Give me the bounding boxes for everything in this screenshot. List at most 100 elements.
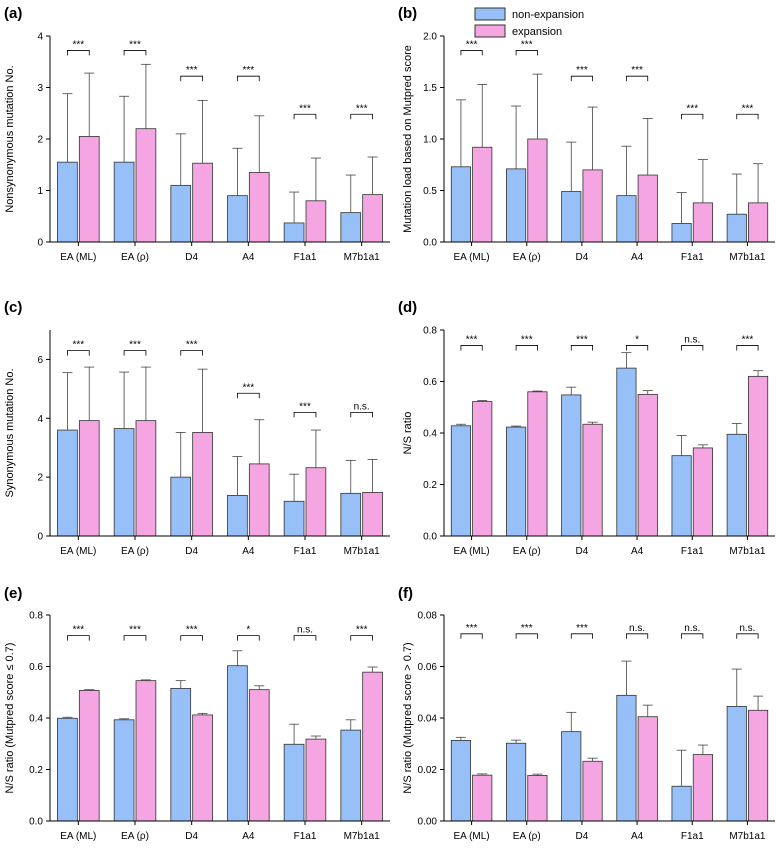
significance-label: *** (466, 623, 478, 634)
significance-bracket (293, 113, 317, 120)
y-tick-label: 0.8 (29, 611, 43, 622)
y-tick-label: 0.06 (418, 662, 438, 673)
x-tick-label: F1a1 (681, 546, 704, 557)
x-tick-label: EA (ML) (60, 831, 96, 842)
bar-non-expansion (671, 455, 692, 537)
significance-label: *** (72, 625, 84, 636)
bar-non-expansion (283, 222, 305, 243)
bar-non-expansion (170, 184, 192, 243)
y-tick-label: 3 (37, 83, 43, 94)
significance-bracket (123, 50, 147, 56)
significance-bracket (237, 392, 260, 399)
bar-expansion (748, 709, 769, 822)
bar-expansion (248, 172, 270, 243)
bar-expansion (192, 714, 213, 822)
significance-label: *** (742, 334, 754, 345)
significance-bracket (350, 113, 373, 120)
bar-non-expansion (113, 161, 135, 243)
x-tick-label: A4 (242, 546, 255, 557)
y-tick-label: 2 (37, 473, 43, 484)
y-tick-label: 4 (37, 414, 43, 425)
bar-non-expansion (450, 166, 471, 243)
bar-expansion (78, 136, 100, 243)
y-tick-label: 1.5 (423, 83, 437, 94)
x-tick-label: M7b1a1 (729, 831, 766, 842)
y-tick-label: 0.8 (423, 326, 437, 337)
y-tick-label: 4 (37, 32, 43, 43)
significance-bracket (180, 350, 203, 356)
significance-bracket (736, 113, 759, 120)
bar-non-expansion (340, 212, 362, 243)
x-tick-label: EA (ρ) (513, 546, 541, 557)
y-tick-label: 0.0 (29, 817, 43, 828)
bar-non-expansion (227, 195, 248, 243)
y-tick-label: 0.4 (423, 429, 437, 440)
x-tick-label: EA (ML) (60, 252, 96, 263)
x-tick-label: M7b1a1 (344, 831, 381, 842)
bar-expansion (305, 738, 327, 822)
bar-expansion (692, 447, 713, 537)
significance-bracket (350, 412, 373, 418)
bar-expansion (637, 716, 658, 822)
significance-label: * (635, 334, 639, 345)
significance-bracket (237, 635, 260, 641)
y-tick-label: 2 (37, 135, 43, 146)
significance-bracket (626, 633, 649, 639)
significance-bracket (293, 635, 317, 641)
significance-label: *** (72, 39, 84, 50)
significance-bracket (570, 75, 593, 82)
x-tick-label: M7b1a1 (729, 252, 766, 263)
significance-bracket (626, 75, 649, 82)
bar-non-expansion (57, 161, 78, 243)
bar-expansion (692, 754, 713, 822)
bar-non-expansion (113, 428, 135, 537)
bar-non-expansion (170, 687, 192, 822)
x-tick-label: F1a1 (294, 831, 317, 842)
significance-bracket (180, 75, 203, 82)
bar-expansion (135, 680, 157, 822)
x-tick-label: F1a1 (294, 252, 317, 263)
legend-label-non-expansion: non-expansion (512, 9, 584, 21)
bar-expansion (192, 432, 213, 537)
significance-label: *** (686, 103, 698, 114)
significance-bracket (180, 635, 203, 641)
panel-2: (c) Synonymous mutation No. 0 2 4 6 EA (ML) ***… (4, 299, 390, 557)
y-tick-label: 0.5 (423, 186, 437, 197)
bar-expansion (248, 689, 270, 822)
significance-label: *** (466, 39, 478, 50)
y-tick-label: 0.2 (29, 765, 43, 776)
significance-bracket (123, 635, 147, 641)
panel-label: (f) (398, 585, 413, 602)
significance-label: * (246, 625, 250, 636)
bar-non-expansion (227, 665, 248, 822)
significance-bracket (681, 345, 704, 351)
significance-label: *** (576, 65, 588, 76)
significance-bracket (736, 633, 759, 639)
significance-bracket (515, 345, 538, 351)
significance-bracket (293, 412, 317, 418)
x-tick-label: EA (ρ) (513, 831, 541, 842)
significance-label: *** (356, 625, 368, 636)
bar-expansion (305, 200, 327, 243)
x-tick-label: D4 (576, 546, 589, 557)
bar-expansion (692, 202, 713, 243)
y-tick-label: 0.0 (423, 532, 437, 543)
bar-non-expansion (57, 429, 78, 537)
significance-label: *** (186, 65, 198, 76)
y-tick-label: 6 (37, 355, 43, 366)
bar-non-expansion (283, 500, 305, 537)
legend: non-expansion expansion (474, 7, 584, 38)
significance-bracket (123, 350, 147, 356)
bar-non-expansion (283, 743, 305, 822)
panel-5: (f) N/S ratio (Mutpred score > 0.7) 0.00 0.… (398, 585, 775, 842)
bar-expansion (362, 671, 383, 822)
x-tick-label: D4 (185, 546, 198, 557)
significance-label: n.s. (684, 334, 700, 345)
y-axis-label: N/S ratio (Mutpred score ≤ 0.7) (4, 643, 16, 794)
panel-4: (e) N/S ratio (Mutpred score ≤ 0.7) 0.0 0.2… (4, 585, 390, 842)
bar-expansion (582, 169, 603, 243)
significance-label: n.s. (684, 623, 700, 634)
significance-bracket (570, 633, 593, 639)
y-axis-label: Nonsynonymous mutation No. (4, 65, 16, 212)
